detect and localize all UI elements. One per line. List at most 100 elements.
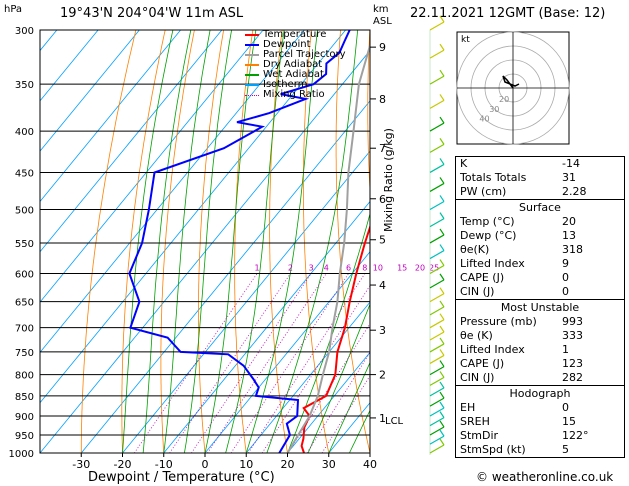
pressure-tick-label: 550: [15, 239, 34, 250]
wind-barb: [429, 306, 445, 316]
mixing-ratio-label: 25: [429, 264, 439, 273]
stat-value: -14: [562, 157, 580, 170]
stat-value: 0: [562, 401, 569, 414]
km-tick-label: 3: [379, 324, 386, 337]
stat-row: CIN (J) 282: [456, 371, 624, 385]
isotherm-line: [40, 30, 140, 152]
wind-barb-flag: [439, 259, 445, 266]
stat-value: 123: [562, 357, 583, 370]
wind-barb-flag: [439, 43, 445, 51]
legend-swatch: [245, 34, 259, 36]
mixing-ratio-line: [207, 273, 327, 453]
stat-row: EH 0: [456, 401, 624, 415]
stat-label: SREH: [460, 415, 490, 428]
pressure-tick-label: 800: [15, 371, 34, 382]
isotherm-line: [40, 49, 370, 453]
height-unit-km: km: [373, 4, 389, 15]
isotherm-line: [80, 100, 370, 453]
wind-barb: [429, 426, 445, 436]
stat-row: SREH 15: [456, 415, 624, 429]
plot-area: [40, 30, 370, 453]
stat-label: StmDir: [460, 429, 499, 442]
wind-barb: [429, 407, 445, 417]
legend-swatch: [245, 54, 259, 56]
km-tick-label: 1: [379, 412, 386, 425]
wind-barb: [429, 444, 445, 454]
wind-barb-flag: [439, 116, 445, 124]
wind-barb-flag: [439, 411, 445, 418]
pressure-tick-label: 950: [15, 431, 34, 442]
wind-barb: [429, 163, 445, 173]
wind-profile: [429, 15, 445, 455]
stat-row: CAPE (J) 123: [456, 357, 624, 371]
wind-barb-flag: [439, 313, 445, 321]
stat-row: Lifted Index 9: [456, 257, 624, 271]
wind-barb: [429, 21, 445, 31]
stat-value: 13: [562, 229, 576, 242]
pressure-tick-label: 300: [15, 26, 34, 37]
km-tick-label: 7: [379, 142, 386, 155]
wind-barb-flag: [439, 420, 445, 428]
legend: Temperature Dewpoint Parcel Trajectory Dry …: [245, 30, 346, 100]
stat-label: EH: [460, 401, 476, 414]
legend-item: Wet Adiabat: [245, 70, 346, 80]
mixing-ratio-label: 15: [397, 264, 407, 273]
km-tick-label: 9: [379, 41, 386, 54]
hodograph-ring-label: 30: [489, 105, 499, 114]
stat-row: θe(K) 318: [456, 243, 624, 257]
stat-value: 333: [562, 329, 583, 342]
mixing-ratio-label: 2: [288, 264, 293, 273]
stat-row: θe (K) 333: [456, 329, 624, 343]
legend-swatch: [245, 64, 259, 66]
mixing-ratio-label: 3: [309, 264, 314, 273]
stat-label: Temp (°C): [460, 215, 515, 228]
lcl-label: LCL: [385, 416, 404, 427]
stat-value: 282: [562, 371, 583, 384]
wind-barb: [429, 354, 445, 364]
x-tick-label: 0: [202, 458, 209, 471]
pressure-tick-label: 850: [15, 392, 34, 403]
height-unit: km ASL: [373, 4, 392, 28]
km-tick-label: 2: [379, 369, 386, 382]
stat-row: Temp (°C) 20: [456, 215, 624, 229]
wind-barb: [429, 75, 445, 85]
pressure-tick-label: 750: [15, 348, 34, 359]
wind-barb-flag: [439, 381, 445, 389]
wind-barb: [429, 200, 445, 210]
dry-adiabat-line: [160, 30, 195, 453]
wind-barb: [429, 143, 445, 153]
stat-value: 0: [562, 271, 569, 284]
legend-label: Dewpoint: [263, 39, 311, 50]
mixing-ratio-label: 8: [362, 264, 367, 273]
x-tick-label: 10: [239, 458, 253, 471]
stat-value: 0: [562, 285, 569, 298]
x-axis-label: Dewpoint / Temperature (°C): [88, 470, 275, 485]
stat-value: 20: [562, 215, 576, 228]
stat-row: StmSpd (kt) 5: [456, 443, 624, 457]
credit: © weatheronline.co.uk: [476, 470, 614, 484]
wind-barb: [429, 218, 445, 228]
wind-barb-flag: [439, 138, 445, 145]
datetime-title: 22.11.2021 12GMT (Base: 12): [410, 6, 606, 21]
stat-label: CIN (J): [460, 285, 495, 298]
hodograph-table: Hodograph EH 0 SREH 15 StmDir 122° StmSpd (kt)…: [455, 386, 625, 458]
isotherm-line: [40, 30, 264, 303]
stats-panel: K -14 Totals Totals 31 PW (cm) 2.28 Surface T…: [455, 156, 625, 458]
km-tick-label: 5: [379, 234, 386, 247]
mixing-ratio-label: 10: [373, 264, 383, 273]
isotherm-line: [40, 30, 223, 253]
x-tick-label: 20: [281, 458, 295, 471]
stat-label: StmSpd (kt): [460, 443, 526, 456]
wind-barb: [429, 376, 445, 386]
indices-table: K -14 Totals Totals 31 PW (cm) 2.28: [455, 156, 625, 200]
x-tick-label: 30: [322, 458, 336, 471]
stat-row: CAPE (J) 0: [456, 271, 624, 285]
wind-barb-flag: [439, 325, 445, 333]
wind-barb: [429, 293, 445, 303]
pressure-tick-label: 400: [15, 127, 34, 138]
wind-barb-flag: [439, 337, 445, 345]
wind-barb: [429, 319, 445, 329]
stat-label: PW (cm): [460, 185, 507, 198]
